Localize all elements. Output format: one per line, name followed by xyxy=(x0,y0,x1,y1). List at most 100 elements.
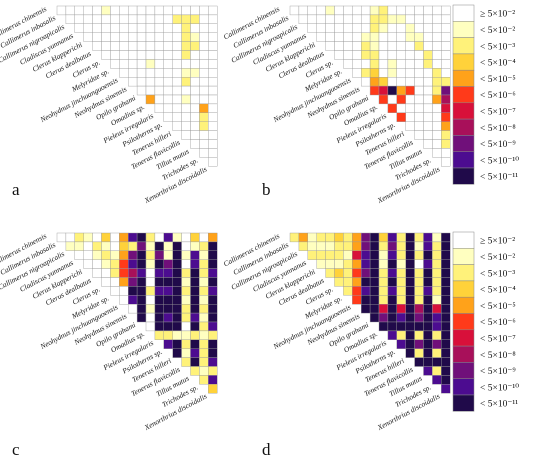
heatmap-cell xyxy=(441,139,451,149)
heatmap-cell xyxy=(199,130,209,140)
legend-label: < 5×10⁻⁶ xyxy=(480,318,516,328)
heatmap-cell xyxy=(423,59,433,69)
heatmap-cell xyxy=(369,32,380,42)
heatmap-cell xyxy=(190,241,200,251)
heatmap-cell xyxy=(387,59,397,69)
heatmap-cell xyxy=(352,68,362,78)
heatmap-cell xyxy=(414,232,424,243)
heatmap-cell xyxy=(414,295,424,305)
heatmap-cell xyxy=(352,23,362,33)
heatmap-cell xyxy=(432,286,442,296)
heatmap-cell xyxy=(145,295,156,305)
heatmap-cell xyxy=(119,5,129,16)
heatmap-cell xyxy=(423,259,433,269)
heatmap-cell xyxy=(172,348,182,358)
heatmap-cell xyxy=(423,312,433,323)
heatmap-cell xyxy=(325,41,335,51)
heatmap-cell xyxy=(316,23,326,33)
heatmap-cell xyxy=(405,339,415,349)
heatmap-cell xyxy=(405,241,415,251)
heatmap-cell xyxy=(414,304,424,314)
heatmap-cell xyxy=(145,277,156,287)
heatmap-cell xyxy=(396,241,406,251)
heatmap-cell xyxy=(136,85,147,96)
legend-label: < 5×10⁻¹¹ xyxy=(480,400,518,410)
heatmap-cell xyxy=(405,268,415,278)
heatmap-cell xyxy=(172,286,182,296)
heatmap-cell xyxy=(432,148,442,158)
heatmap-cell xyxy=(199,321,209,332)
heatmap-cell xyxy=(119,259,129,269)
heatmap-cell xyxy=(208,277,218,287)
heatmap-cell xyxy=(154,41,164,51)
heatmap-cell xyxy=(65,14,76,24)
heatmap-cell xyxy=(441,330,451,340)
heatmap-cell xyxy=(396,85,406,96)
heatmap-cell xyxy=(190,259,200,269)
legend-swatch xyxy=(452,53,475,71)
heatmap-cell xyxy=(127,277,138,287)
heatmap-cell xyxy=(119,241,129,251)
heatmap-cell xyxy=(343,286,353,296)
heatmap-cell xyxy=(325,14,335,24)
heatmap-cell xyxy=(441,268,451,278)
heatmap-cell xyxy=(136,250,147,260)
heatmap-cell xyxy=(136,277,147,287)
heatmap-cell xyxy=(208,241,218,251)
heatmap-cell xyxy=(361,23,371,33)
heatmap-cell xyxy=(378,68,389,78)
legend-label: < 5×10⁻⁶ xyxy=(480,91,516,101)
heatmap-cell xyxy=(369,59,380,69)
heatmap-cell xyxy=(343,23,353,33)
heatmap-cell xyxy=(92,14,102,24)
heatmap-cell xyxy=(101,50,111,60)
heatmap-cell xyxy=(369,286,380,296)
heatmap-cell xyxy=(432,50,442,60)
heatmap-cell xyxy=(396,41,406,51)
heatmap-cell xyxy=(199,112,209,122)
heatmap-cell xyxy=(163,259,173,269)
heatmap-cell xyxy=(441,295,451,305)
heatmap-cell xyxy=(172,330,182,340)
heatmap-cell xyxy=(208,130,218,140)
heatmap-cell xyxy=(172,59,182,69)
heatmap-cell xyxy=(74,232,84,243)
heatmap-cell xyxy=(208,232,218,243)
heatmap-cell xyxy=(352,277,362,287)
legend-label: < 5×10⁻⁹ xyxy=(480,367,516,377)
heatmap-cell xyxy=(369,5,380,16)
heatmap-cell xyxy=(163,94,173,105)
heatmap-cell xyxy=(181,5,191,16)
heatmap-cell xyxy=(378,59,389,69)
heatmap-cell xyxy=(172,14,182,24)
legend-swatch xyxy=(452,345,475,363)
heatmap-cell xyxy=(136,59,147,69)
heatmap-cell xyxy=(199,259,209,269)
heatmap-cell xyxy=(441,312,451,323)
heatmap-cell xyxy=(396,330,406,340)
heatmap-cell xyxy=(423,23,433,33)
heatmap-cell xyxy=(352,5,362,16)
heatmap-cell xyxy=(405,94,415,105)
heatmap-cell xyxy=(432,139,442,149)
heatmap-cell xyxy=(172,50,182,60)
heatmap-cell xyxy=(199,32,209,42)
heatmap-cell xyxy=(396,76,406,87)
heatmap-cell xyxy=(316,232,326,243)
heatmap-cell xyxy=(352,268,362,278)
heatmap-cell xyxy=(405,232,415,243)
heatmap-cell xyxy=(136,304,147,314)
legend-swatch xyxy=(452,4,475,22)
heatmap-cell xyxy=(172,112,182,122)
heatmap-cell xyxy=(387,312,397,323)
heatmap-cell xyxy=(145,286,156,296)
heatmap-cell xyxy=(172,68,182,78)
heatmap-cell xyxy=(405,5,415,16)
heatmap-cell xyxy=(92,250,102,260)
heatmap-cell xyxy=(432,268,442,278)
heatmap-cell xyxy=(172,241,182,251)
heatmap-cell xyxy=(154,268,164,278)
